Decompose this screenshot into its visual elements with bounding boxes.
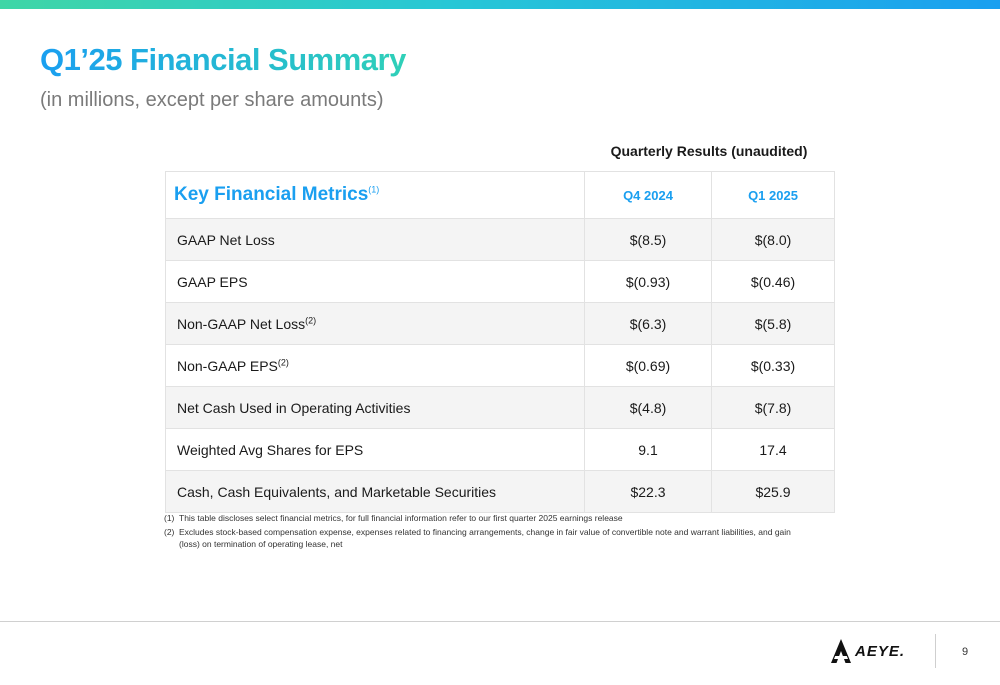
table-row: Non-GAAP EPS(2) $(0.69) $(0.33) <box>165 344 835 387</box>
table-row: GAAP EPS $(0.93) $(0.46) <box>165 260 835 303</box>
metric-label-text: Non-GAAP EPS <box>177 357 278 374</box>
table-caption: Quarterly Results (unaudited) <box>610 143 808 159</box>
page-number: 9 <box>962 646 969 658</box>
footnote-number: (2) <box>164 527 175 537</box>
metric-footnote-ref: (2) <box>305 314 317 325</box>
metric-value-q1-2025: $(8.0) <box>711 218 835 261</box>
metric-label-text: Non-GAAP Net Loss <box>177 315 306 332</box>
header-period-q1-2025: Q1 2025 <box>711 171 835 219</box>
metric-value-q4-2024: 9.1 <box>584 428 712 471</box>
footnote-text: This table discloses select financial me… <box>179 513 623 523</box>
page-subtitle: (in millions, except per share amounts) <box>40 89 384 111</box>
metric-label-text: GAAP EPS <box>177 273 248 290</box>
footnotes: (1) This table discloses select financia… <box>164 512 814 552</box>
metric-value-q1-2025: 17.4 <box>711 428 835 471</box>
metric-value-q4-2024: $(6.3) <box>584 302 712 345</box>
metric-value-q1-2025: $(0.33) <box>711 344 835 387</box>
metric-label-text: Weighted Avg Shares for EPS <box>177 441 364 458</box>
metric-label-text: GAAP Net Loss <box>177 231 275 248</box>
footer-rule <box>0 621 1000 622</box>
header-metric-footnote-ref: (1) <box>368 184 380 195</box>
footer-divider <box>935 634 936 668</box>
metric-label: Non-GAAP Net Loss(2) <box>165 302 585 345</box>
metric-footnote-ref: (2) <box>277 356 289 367</box>
metric-value-q1-2025: $25.9 <box>711 470 835 513</box>
header-metric-label: Key Financial Metrics <box>174 184 369 205</box>
footnote: (1) This table discloses select financia… <box>164 512 814 524</box>
header-metric: Key Financial Metrics(1) <box>165 171 585 219</box>
metric-label-text: Cash, Cash Equivalents, and Marketable S… <box>177 483 497 500</box>
company-logo: AEYE. <box>830 637 916 665</box>
metric-label: GAAP EPS <box>165 260 585 303</box>
aeye-logo-icon <box>830 638 852 664</box>
footnote-number: (1) <box>164 513 175 523</box>
table-row: Cash, Cash Equivalents, and Marketable S… <box>165 470 835 513</box>
top-gradient-bar <box>0 0 1000 9</box>
header-period-q4-2024: Q4 2024 <box>584 171 712 219</box>
page-title: Q1’25 Financial Summary <box>40 42 406 77</box>
metric-value-q4-2024: $(8.5) <box>584 218 712 261</box>
table-row: Non-GAAP Net Loss(2) $(6.3) $(5.8) <box>165 302 835 345</box>
table-row: Net Cash Used in Operating Activities $(… <box>165 386 835 429</box>
footnote: (2) Excludes stock-based compensation ex… <box>164 526 814 550</box>
footnote-text: Excludes stock-based compensation expens… <box>179 527 791 549</box>
metric-value-q4-2024: $22.3 <box>584 470 712 513</box>
metric-label: Weighted Avg Shares for EPS <box>165 428 585 471</box>
table-row: GAAP Net Loss $(8.5) $(8.0) <box>165 218 835 261</box>
metric-label: Non-GAAP EPS(2) <box>165 344 585 387</box>
metric-value-q1-2025: $(0.46) <box>711 260 835 303</box>
metric-label-text: Net Cash Used in Operating Activities <box>177 399 411 416</box>
metric-label: Net Cash Used in Operating Activities <box>165 386 585 429</box>
metric-value-q1-2025: $(7.8) <box>711 386 835 429</box>
financial-metrics-table: Key Financial Metrics(1) Q4 2024 Q1 2025… <box>165 171 835 513</box>
table-row: Weighted Avg Shares for EPS 9.1 17.4 <box>165 428 835 471</box>
metric-value-q1-2025: $(5.8) <box>711 302 835 345</box>
metric-value-q4-2024: $(0.93) <box>584 260 712 303</box>
metric-label: Cash, Cash Equivalents, and Marketable S… <box>165 470 585 513</box>
table-header-row: Key Financial Metrics(1) Q4 2024 Q1 2025 <box>165 171 835 219</box>
metric-label: GAAP Net Loss <box>165 218 585 261</box>
metric-value-q4-2024: $(0.69) <box>584 344 712 387</box>
metric-value-q4-2024: $(4.8) <box>584 386 712 429</box>
logo-wordmark: AEYE. <box>855 642 906 660</box>
